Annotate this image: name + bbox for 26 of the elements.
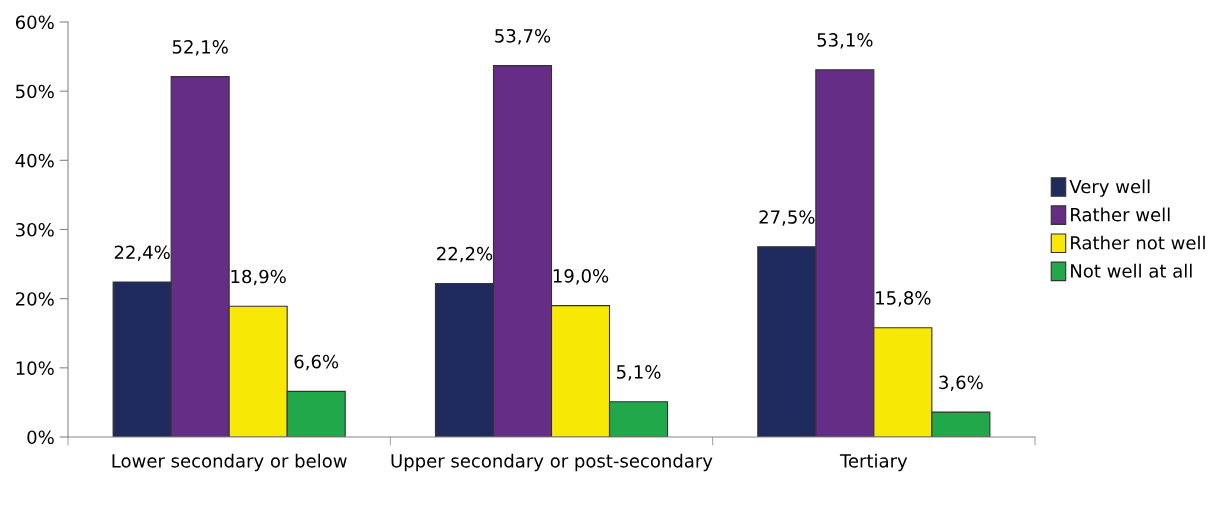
- data-label: 53,1%: [817, 33, 873, 49]
- data-label: 3,6%: [939, 375, 983, 391]
- data-label: 15,8%: [876, 291, 931, 307]
- x-tick-label: Upper secondary or post-secondary: [391, 453, 713, 472]
- data-label: 27,5%: [759, 210, 815, 226]
- data-label: 18,9%: [231, 269, 286, 286]
- data-label: 53,7%: [495, 28, 551, 45]
- y-tick-label: 30%: [16, 222, 54, 237]
- y-tick-label: 20%: [16, 292, 54, 306]
- y-tick-label: 10%: [16, 361, 54, 375]
- legend-label: Rather well: [1071, 207, 1170, 222]
- data-label: 6,6%: [294, 354, 339, 371]
- x-tick-label: Lower secondary or below: [112, 453, 347, 472]
- legend-label: Not well at all: [1071, 263, 1192, 278]
- y-tick-label: 0%: [27, 430, 54, 445]
- y-tick-label: 50%: [16, 84, 54, 99]
- data-label: 22,2%: [437, 246, 493, 263]
- data-label: 19,0%: [553, 268, 609, 285]
- legend-label: Rather not well: [1071, 235, 1205, 250]
- data-label: 22,4%: [114, 245, 170, 261]
- y-tick-label: 60%: [15, 15, 54, 30]
- legend-label: Very well: [1069, 179, 1150, 197]
- data-label: 52,1%: [172, 40, 228, 56]
- x-tick-label: Tertiary: [839, 453, 908, 472]
- y-tick-label: 40%: [15, 153, 54, 168]
- data-label: 5,1%: [616, 365, 661, 381]
